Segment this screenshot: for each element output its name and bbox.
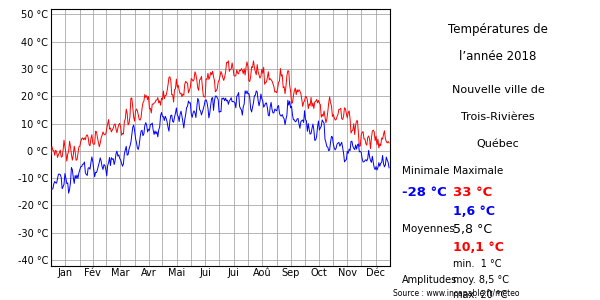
Text: Maximale: Maximale xyxy=(453,166,503,176)
Text: -28 °C: -28 °C xyxy=(402,185,447,199)
Text: Nouvelle ville de: Nouvelle ville de xyxy=(452,85,544,95)
Text: Amplitudes: Amplitudes xyxy=(402,274,457,285)
Text: 1,6 °C: 1,6 °C xyxy=(453,205,495,218)
Text: l’année 2018: l’année 2018 xyxy=(460,50,536,64)
Text: Températures de: Températures de xyxy=(448,23,548,37)
Text: Minimale: Minimale xyxy=(402,166,449,176)
Text: Québec: Québec xyxy=(476,139,520,149)
Text: moy. 8,5 °C: moy. 8,5 °C xyxy=(453,274,509,285)
Text: 10,1 °C: 10,1 °C xyxy=(453,241,504,254)
Text: 33 °C: 33 °C xyxy=(453,185,492,199)
Text: Moyennes: Moyennes xyxy=(402,224,455,235)
Text: Trois-Rivières: Trois-Rivières xyxy=(461,112,535,122)
Text: 5,8 °C: 5,8 °C xyxy=(453,223,492,236)
Text: min.  1 °C: min. 1 °C xyxy=(453,259,502,269)
Text: Source : www.incapable.fr/meteo: Source : www.incapable.fr/meteo xyxy=(393,290,520,298)
Text: max. 20 °C: max. 20 °C xyxy=(453,290,508,300)
